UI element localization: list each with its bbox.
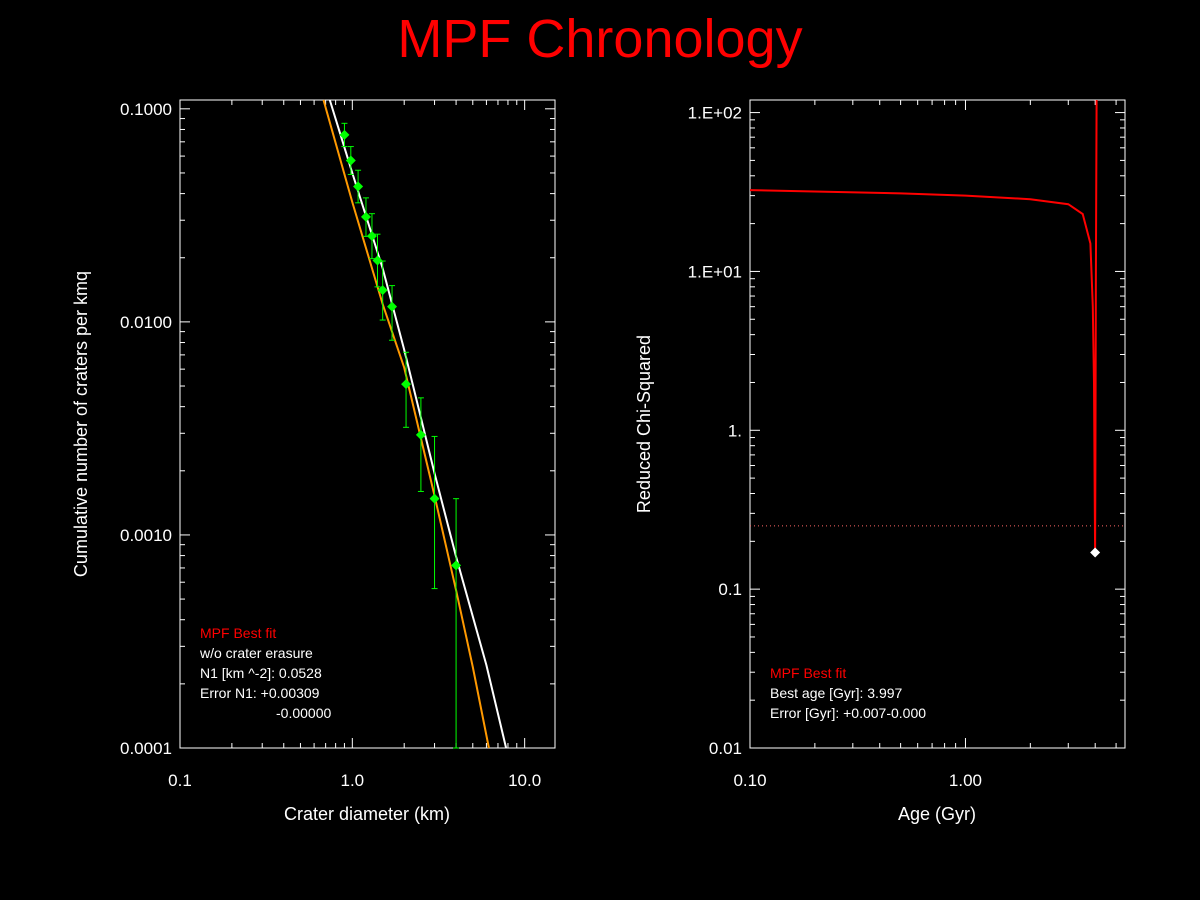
- data-point: [345, 155, 356, 166]
- right-series: [749, 99, 1125, 558]
- right-legend-line: Error [Gyr]: +0.007-0.000: [770, 705, 926, 721]
- right-legend: MPF Best fit Best age [Gyr]: 3.997 Error…: [770, 665, 926, 721]
- right-x-axis-label: Age (Gyr): [898, 804, 976, 824]
- right-y-axis-label: Reduced Chi-Squared: [634, 335, 654, 513]
- chart-title: MPF Chronology: [397, 9, 803, 69]
- data-point: [372, 255, 383, 266]
- x-tick-label: 0.1: [168, 771, 192, 790]
- left-axis-ticks: [179, 100, 555, 749]
- x-tick-label: 1.00: [949, 771, 982, 790]
- data-point: [377, 285, 388, 296]
- left-chart: 0.1 1.0 10.0 0.0001 0.0010 0.0100 0.1000 Crate…: [71, 99, 556, 824]
- data-point: [360, 211, 371, 222]
- left-legend-line: w/o crater erasure: [199, 645, 313, 661]
- left-series: [322, 99, 508, 749]
- data-point: [387, 301, 398, 312]
- right-chart: 0.10 1.000.010.11.1.E+011.E+02 Age (Gyr) …: [634, 99, 1126, 824]
- data-point: [451, 560, 462, 571]
- y-tick-label: 0.1: [718, 580, 742, 599]
- x-tick-label: 10.0: [508, 771, 541, 790]
- left-tick-labels: 0.1 1.0 10.0 0.0001 0.0010 0.0100 0.1000: [120, 100, 541, 790]
- left-legend-line: Error N1: +0.00309: [200, 685, 320, 701]
- left-y-axis-label: Cumulative number of craters per kmq: [71, 271, 91, 577]
- left-legend: MPF Best fit w/o crater erasure N1 [km ^…: [199, 625, 331, 721]
- left-legend-line: -0.00000: [276, 705, 331, 721]
- y-tick-label: 0.0100: [120, 313, 172, 332]
- right-legend-title: MPF Best fit: [770, 665, 846, 681]
- right-axis-ticks: [749, 100, 1125, 749]
- data-point: [401, 379, 412, 390]
- left-legend-title: MPF Best fit: [200, 625, 276, 641]
- y-tick-label: 1.E+02: [688, 104, 742, 123]
- left-legend-line: N1 [km ^-2]: 0.0528: [200, 665, 322, 681]
- best-fit-point: [1090, 547, 1101, 558]
- y-tick-label: 0.0010: [120, 526, 172, 545]
- left-x-axis-label: Crater diameter (km): [284, 804, 450, 824]
- data-point: [339, 129, 350, 140]
- data-point: [415, 429, 426, 440]
- data-point: [366, 230, 377, 241]
- data-point: [353, 181, 364, 192]
- x-tick-label: 0.10: [733, 771, 766, 790]
- y-tick-label: 0.0001: [120, 739, 172, 758]
- chi-squared-curve: [749, 99, 1098, 553]
- right-plot-frame: [749, 99, 1126, 749]
- y-tick-label: 1.: [728, 421, 742, 440]
- y-tick-label: 1.E+01: [688, 262, 742, 281]
- x-tick-label: 1.0: [341, 771, 365, 790]
- y-tick-label: 0.01: [709, 739, 742, 758]
- right-legend-line: Best age [Gyr]: 3.997: [770, 685, 903, 701]
- y-tick-label: 0.1000: [120, 100, 172, 119]
- left-plot-frame: [179, 99, 556, 749]
- right-tick-labels: 0.10 1.00 0.01 0.1 1. 1.E+01 1.E+02: [688, 104, 982, 790]
- data-point: [429, 493, 440, 504]
